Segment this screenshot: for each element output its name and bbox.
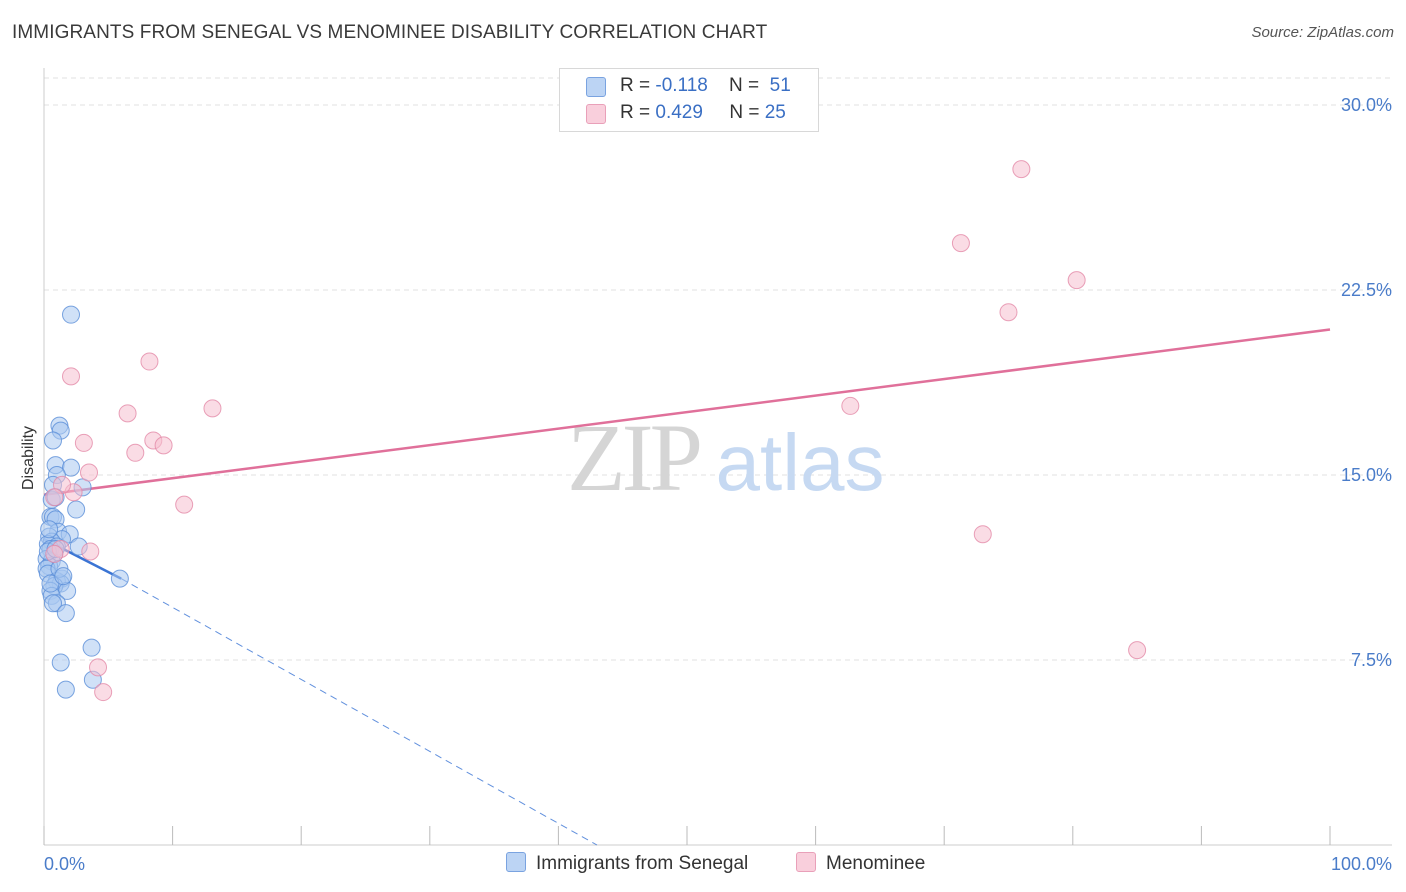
source-credit: Source: ZipAtlas.com [1251,24,1394,41]
menominee-point [951,234,970,253]
menominee-point [1128,641,1147,660]
y-tick-label: 30.0% [1341,95,1392,115]
menominee-trend-line [43,328,1331,496]
legend-n-value: 51 [769,75,791,96]
bottom-legend-label: Immigrants from Senegal [536,853,749,874]
axes [43,68,1392,846]
zipatlas-watermark: ZIP atlas [567,404,884,511]
senegal-point [56,604,75,623]
menominee-point [74,433,93,452]
bottom-legend-swatch-pink [796,852,816,872]
y-tick-label: 22.5% [1341,280,1392,300]
senegal-point [54,567,73,586]
chart-title: IMMIGRANTS FROM SENEGAL VS MENOMINEE DIS… [12,22,768,43]
senegal-point [110,569,129,588]
y-tick-label: 15.0% [1341,465,1392,485]
menominee-point [175,495,194,514]
watermark-atlas: atlas [716,418,885,507]
legend-r-value: 0.429 [655,102,703,123]
menominee-point [841,396,860,415]
senegal-point [44,431,63,450]
x-tick-label: 0.0% [44,854,85,874]
legend-swatch-pink [586,104,606,124]
gridlines [44,77,1392,661]
bottom-legend-senegal: Immigrants from Senegal [506,852,748,875]
menominee-point [45,488,64,507]
menominee-point [203,399,222,418]
senegal-point [51,653,70,672]
menominee-point [81,542,100,561]
senegal-point [62,458,81,477]
legend-r-label: R = [620,102,656,123]
senegal-point [56,680,75,699]
legend-n-label: N = [728,75,765,96]
y-axis-label: Disability [20,426,37,490]
menominee-point [1012,160,1031,179]
senegal-point [44,594,63,613]
legend-n-label: N = [729,102,765,123]
x-tick-label: 100.0% [1331,854,1392,874]
menominee-point [94,683,113,702]
tick-labels: 7.5% 15.0% 22.5% 30.0% 0.0% 100.0% [44,95,1392,874]
senegal-point [40,520,59,539]
senegal-trend-extension [120,578,598,846]
legend-swatch-blue [586,77,606,97]
bottom-legend-menominee: Menominee [796,852,925,875]
correlation-legend: R = -0.118 N = 51 R = 0.429 N = 25 [559,68,819,132]
menominee-point [973,525,992,544]
senegal-point [67,500,86,519]
menominee-point [999,303,1018,322]
menominee-point [45,544,64,563]
senegal-point [82,638,101,657]
senegal-point [62,305,81,324]
y-tick-label: 7.5% [1351,650,1392,670]
menominee-point [80,463,99,482]
legend-n-value: 25 [764,102,786,123]
data-points [37,160,1147,702]
menominee-point [89,658,108,677]
menominee-point [154,436,173,455]
menominee-point [62,367,81,386]
watermark-zip: ZIP [567,404,700,511]
legend-r-value: -0.118 [655,75,708,96]
menominee-point [1067,271,1086,290]
menominee-point [126,443,145,462]
menominee-point [140,352,159,371]
bottom-legend-swatch-blue [506,852,526,872]
menominee-point [118,404,137,423]
bottom-legend-label: Menominee [826,853,926,874]
legend-r-label: R = [620,75,656,96]
